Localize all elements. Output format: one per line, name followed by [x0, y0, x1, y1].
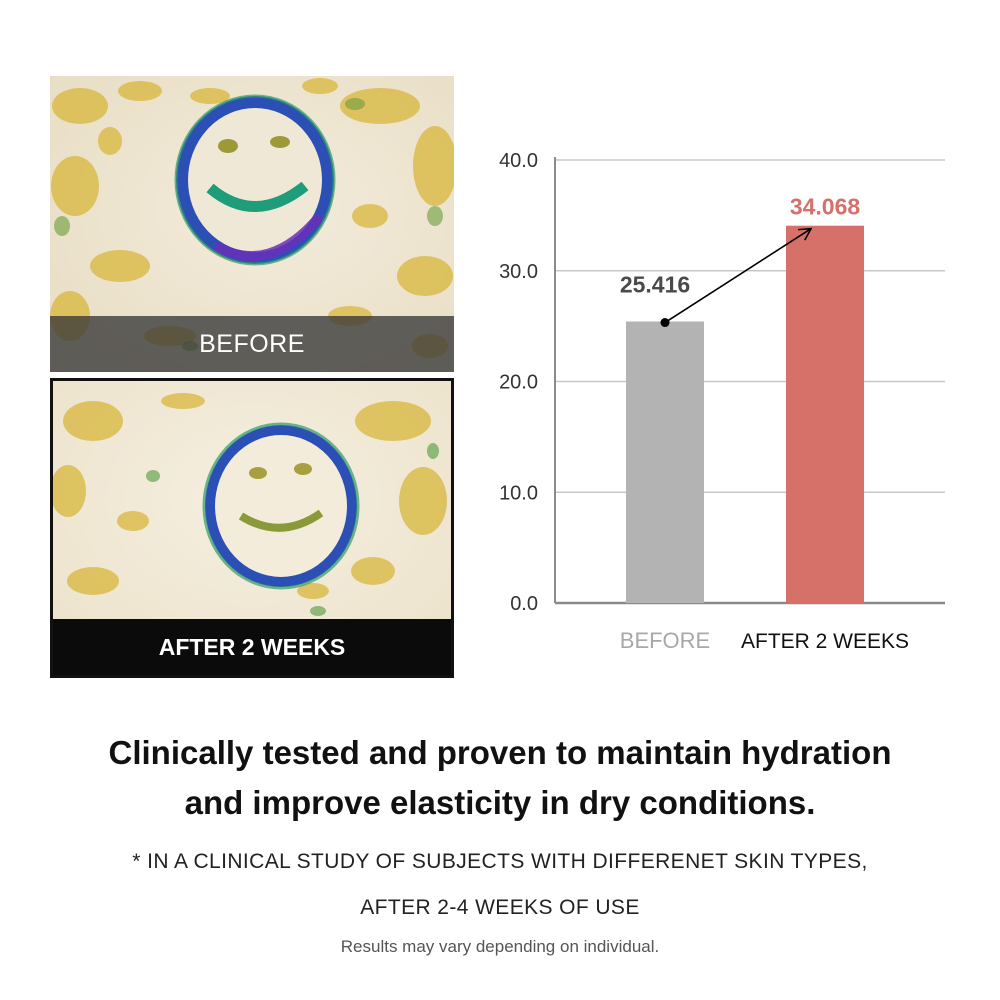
before-caption: BEFORE: [50, 316, 454, 372]
value-labels: 25.416 34.068: [620, 194, 861, 298]
disclaimer: Results may vary depending on individual…: [340, 937, 660, 956]
category-label-before: BEFORE: [620, 628, 710, 653]
trend-arrow: [660, 227, 813, 328]
y-tick-label: 20.0: [499, 372, 538, 394]
arrow-line: [664, 228, 812, 324]
category-labels: BEFORE AFTER 2 WEEKS: [620, 628, 909, 653]
value-label-after: 34.068: [790, 194, 861, 220]
after-caption: AFTER 2 WEEKS: [53, 619, 451, 675]
axes: [554, 157, 945, 605]
y-tick-label: 0.0: [510, 593, 538, 615]
headline-line-1: Clinically tested and proven to maintain…: [108, 734, 892, 771]
bar-after: [786, 225, 864, 603]
value-label-before: 25.416: [620, 272, 690, 298]
bars: [626, 225, 864, 603]
study-note-line-1: * IN A CLINICAL STUDY OF SUBJECTS WITH D…: [132, 850, 868, 873]
headline: Clinically tested and proven to maintain…: [20, 728, 980, 828]
y-tick-label: 30.0: [499, 261, 538, 283]
arrow-start-dot: [660, 318, 670, 328]
y-tick-label: 40.0: [499, 150, 538, 172]
y-tick-labels: 0.0 10.0 20.0 30.0 40.0: [499, 150, 538, 615]
arrow-head: [797, 227, 813, 241]
study-note-line-2: AFTER 2-4 WEEKS OF USE: [360, 896, 640, 919]
y-tick-label: 10.0: [499, 482, 538, 504]
after-photo: AFTER 2 WEEKS: [50, 378, 454, 678]
before-photo: BEFORE: [50, 76, 454, 372]
headline-line-2: and improve elasticity in dry conditions…: [184, 784, 816, 821]
bar-before: [626, 321, 704, 603]
hydration-bar-chart: 0.0 10.0 20.0 30.0 40.0 25.416 34.068 BEFORE A…: [499, 150, 945, 653]
category-label-after: AFTER 2 WEEKS: [741, 630, 909, 653]
gridlines: [555, 159, 945, 493]
